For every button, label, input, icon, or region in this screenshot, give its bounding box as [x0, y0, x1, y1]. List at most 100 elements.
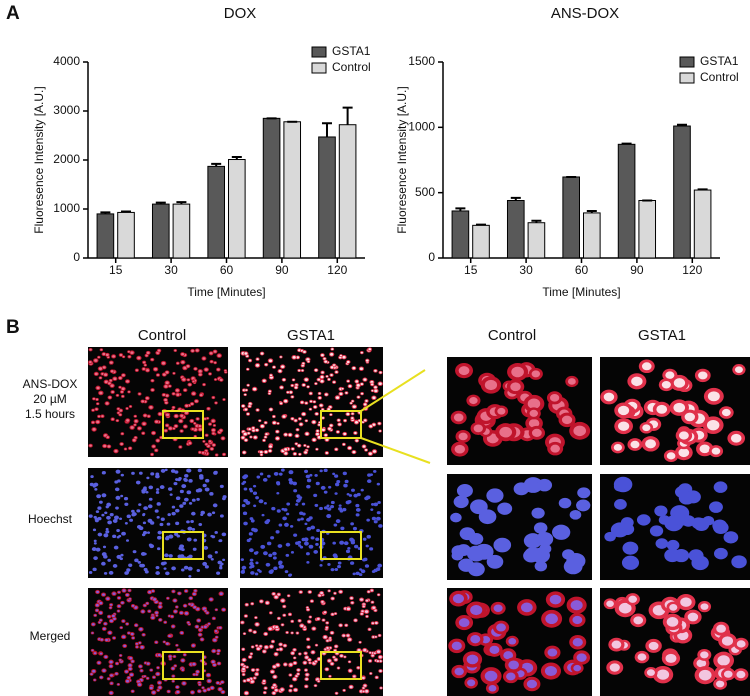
cell-core — [355, 380, 359, 383]
cell-core — [117, 596, 121, 600]
nucleus — [282, 516, 287, 521]
nucleus — [306, 526, 312, 531]
cell-core — [180, 631, 184, 634]
nucleus — [450, 512, 462, 523]
cell-core — [324, 360, 328, 363]
cell-core — [99, 676, 103, 679]
cell-core — [306, 385, 310, 388]
nucleus — [304, 469, 309, 474]
nucleus — [688, 549, 704, 562]
cell-core — [119, 659, 122, 661]
cell-core — [112, 592, 116, 596]
cell-core — [179, 445, 182, 448]
cell-core — [359, 641, 362, 644]
nucleus — [106, 515, 111, 520]
cell-core — [221, 690, 225, 694]
cell-core — [112, 636, 116, 639]
cell-core — [665, 371, 675, 379]
cell-core — [129, 405, 132, 408]
legend-swatch — [679, 72, 695, 84]
cell-core — [173, 599, 177, 602]
nucleus — [288, 480, 294, 485]
cell-core — [272, 592, 276, 595]
cell-core — [251, 646, 254, 648]
nucleus — [358, 573, 363, 577]
cell-core — [361, 421, 365, 424]
cell-core — [105, 353, 109, 357]
cell-core — [326, 621, 329, 624]
cell-core — [298, 369, 301, 372]
cell-core — [318, 392, 321, 395]
nucleus — [362, 558, 366, 562]
cell-core — [269, 374, 273, 377]
error-bar — [510, 196, 521, 201]
cell-core — [372, 396, 376, 400]
cell-core — [317, 378, 321, 381]
nucleus — [376, 482, 381, 486]
cell-core — [370, 383, 374, 386]
nucleus — [352, 526, 358, 531]
cell-core — [486, 433, 499, 444]
cell-core — [183, 425, 187, 428]
cell-core — [259, 600, 263, 603]
cell-core — [289, 663, 293, 666]
cell-core — [343, 432, 347, 436]
nucleus — [107, 558, 112, 562]
cell-core — [454, 444, 466, 454]
nucleus — [576, 499, 591, 512]
cell-core — [268, 390, 272, 393]
nucleus — [160, 517, 165, 521]
cell-core — [183, 604, 187, 607]
cell-core — [547, 648, 558, 657]
nucleus — [164, 468, 168, 472]
y-tick-label: 0 — [428, 250, 435, 264]
zoom-box — [320, 531, 362, 560]
cell-core — [335, 371, 338, 374]
cell-core — [278, 369, 282, 373]
nucleus — [352, 572, 356, 576]
cell-core — [95, 408, 98, 411]
nucleus — [222, 558, 226, 562]
cell-core — [325, 451, 329, 455]
cell-core — [135, 369, 139, 372]
cell-core — [127, 676, 131, 679]
cell-core — [219, 626, 222, 629]
cell-core — [305, 673, 309, 676]
cell-core — [370, 589, 374, 592]
cell-core — [110, 674, 113, 677]
cell-core — [284, 452, 288, 455]
cell-core — [736, 670, 746, 679]
nucleus — [666, 539, 680, 551]
cell-core — [264, 436, 267, 439]
nucleus — [246, 538, 251, 543]
cell-core — [309, 400, 313, 403]
cell-core — [288, 433, 292, 437]
cell-core — [372, 636, 375, 639]
nucleus — [373, 469, 377, 473]
cell-core — [343, 656, 346, 658]
nucleus — [101, 552, 107, 557]
cell-core — [323, 357, 326, 360]
nucleus — [101, 493, 107, 498]
chart-title: DOX — [224, 5, 257, 22]
column-label: GSTA1 — [638, 327, 686, 344]
cell-core — [174, 664, 177, 667]
cell-core — [264, 632, 268, 636]
nucleus — [319, 564, 323, 567]
cell-core — [305, 656, 309, 659]
legend-swatch — [311, 62, 327, 74]
cell-core — [484, 379, 498, 391]
nucleus — [315, 481, 320, 486]
cell-core — [700, 603, 709, 610]
cell-core — [182, 682, 186, 685]
cell-core — [545, 613, 558, 625]
nucleus — [139, 563, 144, 568]
cell-core — [656, 669, 670, 680]
cell-core — [272, 366, 276, 369]
cell-core — [184, 611, 189, 615]
cell-core — [202, 440, 205, 443]
cell-core — [102, 669, 106, 672]
cell-core — [332, 381, 336, 384]
cell-core — [328, 675, 332, 678]
